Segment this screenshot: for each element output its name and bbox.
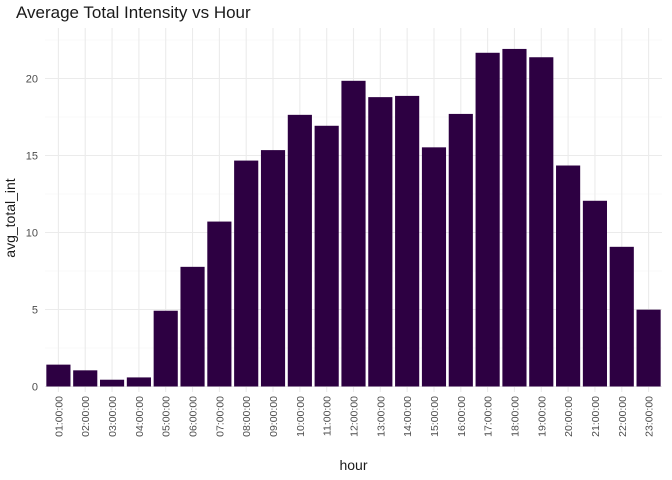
x-axis-ticks: 01:00:00 02:00:00 03:00:00 04:00:00 05:00:00… [53, 396, 655, 437]
x-axis-title: hour [339, 457, 367, 473]
bars-layer [46, 48, 661, 387]
bar-23:00:00 [636, 309, 661, 387]
bar-18:00:00 [502, 48, 527, 387]
x-tick-label: 10:00:00 [295, 396, 307, 437]
y-tick-label: 15 [26, 151, 38, 163]
x-tick-label: 01:00:00 [53, 396, 65, 437]
y-axis-title: avg_total_int [2, 178, 18, 258]
bar-02:00:00 [73, 370, 98, 387]
bar-20:00:00 [556, 165, 581, 387]
y-tick-label: 10 [26, 228, 38, 240]
bar-16:00:00 [448, 113, 473, 387]
y-tick-label: 20 [26, 74, 38, 86]
bar-11:00:00 [314, 125, 339, 387]
x-tick-label: 18:00:00 [509, 396, 521, 437]
y-tick-label: 0 [32, 382, 38, 394]
bar-19:00:00 [529, 57, 554, 387]
bar-03:00:00 [99, 379, 125, 387]
bar-05:00:00 [153, 310, 178, 387]
x-tick-label: 04:00:00 [134, 396, 146, 437]
x-tick-label: 16:00:00 [456, 396, 468, 437]
x-tick-label: 15:00:00 [429, 396, 441, 437]
bar-01:00:00 [46, 364, 71, 387]
x-tick-label: 08:00:00 [241, 396, 253, 437]
bar-21:00:00 [582, 200, 608, 387]
bar-10:00:00 [287, 114, 312, 387]
x-tick-label: 13:00:00 [375, 396, 387, 437]
bar-04:00:00 [126, 377, 151, 387]
bar-09:00:00 [260, 150, 286, 387]
x-tick-label: 19:00:00 [536, 396, 548, 437]
bar-12:00:00 [341, 80, 366, 387]
x-tick-label: 06:00:00 [188, 396, 200, 437]
bar-22:00:00 [609, 246, 634, 387]
x-tick-label: 17:00:00 [483, 396, 495, 437]
x-tick-label: 12:00:00 [349, 396, 361, 437]
bar-06:00:00 [180, 266, 205, 387]
bar-17:00:00 [475, 52, 500, 387]
x-tick-label: 20:00:00 [563, 396, 575, 437]
x-tick-label: 02:00:00 [80, 396, 92, 437]
y-axis-ticks: 0 5 10 15 20 [26, 74, 38, 394]
x-tick-label: 14:00:00 [402, 396, 414, 437]
bar-08:00:00 [234, 160, 259, 387]
chart-title: Average Total Intensity vs Hour [16, 3, 251, 22]
x-tick-label: 03:00:00 [107, 396, 119, 437]
x-tick-label: 05:00:00 [161, 396, 173, 437]
x-tick-label: 11:00:00 [322, 396, 334, 436]
x-tick-label: 21:00:00 [590, 396, 602, 437]
x-tick-label: 07:00:00 [214, 396, 226, 437]
bar-14:00:00 [395, 95, 420, 387]
y-tick-label: 5 [32, 305, 38, 317]
x-tick-label: 23:00:00 [644, 396, 656, 437]
bar-15:00:00 [421, 147, 447, 387]
bar-13:00:00 [368, 97, 393, 387]
x-tick-label: 09:00:00 [268, 396, 280, 437]
x-tick-label: 22:00:00 [617, 396, 629, 437]
bar-07:00:00 [207, 221, 232, 387]
